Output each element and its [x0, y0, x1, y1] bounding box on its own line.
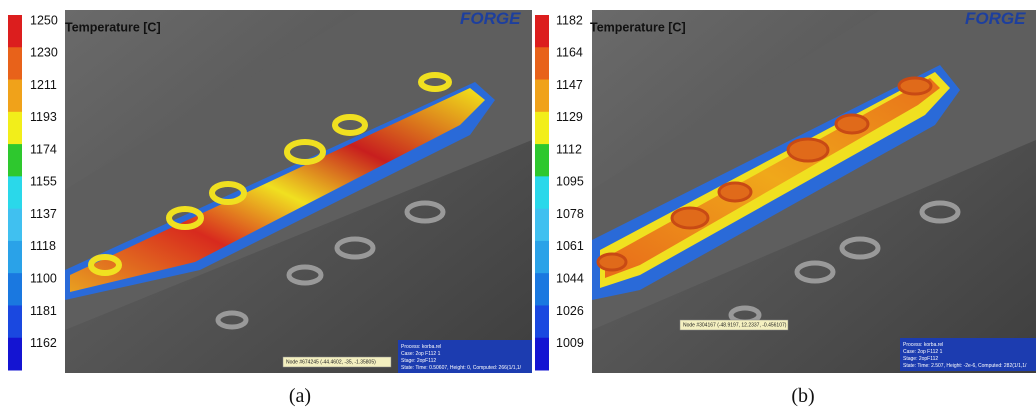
logo: FORGE — [460, 9, 521, 28]
colorbar-segment — [535, 338, 549, 371]
caption: (b) — [791, 385, 814, 407]
colorbar-segment — [8, 112, 22, 145]
logo: FORGE — [965, 9, 1026, 28]
panel-b — [592, 10, 1036, 373]
colorbar-segment — [535, 241, 549, 274]
colorbar-label: 1118 — [30, 239, 56, 253]
colorbar-label: 1095 — [556, 175, 584, 189]
colorbar-label: 1211 — [30, 78, 57, 92]
colorbar-segment — [535, 80, 549, 113]
info-line: Case: 2op F112 1 — [903, 349, 943, 355]
colorbar-label: 1137 — [30, 207, 57, 221]
colorbar-label: 1061 — [556, 239, 584, 253]
colorbar-label: 1155 — [30, 175, 57, 189]
colorbar-label: 1009 — [556, 336, 584, 350]
info-line: Process: korba.rel — [903, 342, 943, 348]
info-line: Stage: 2opF112 — [903, 356, 938, 362]
colorbar-segment — [535, 305, 549, 338]
figure: 1250 1230 1211 1193 1174 1155 1137 1118 1100 1181… — [0, 0, 1036, 408]
colorbar-segment — [8, 176, 22, 209]
colorbar-label: 1100 — [30, 271, 57, 285]
colorbar-segment — [535, 15, 549, 48]
colorbar-label: 1250 — [30, 13, 58, 27]
panel-a — [65, 10, 532, 373]
colorbar-segment — [535, 209, 549, 242]
colorbar-segment — [8, 144, 22, 177]
colorbar-label: 1193 — [30, 110, 57, 124]
colorbar-segment — [535, 144, 549, 177]
colorbar-segment — [535, 176, 549, 209]
colorbar-segment — [8, 209, 22, 242]
info-line: State: Time: 2.507, Height: -2e-6, Compu… — [903, 363, 1027, 369]
colorbar-segment — [8, 305, 22, 338]
colorbar-segment — [535, 273, 549, 306]
info-line: Process: korba.rel — [401, 344, 441, 350]
info-line: Case: 2op F112 1 — [401, 351, 441, 357]
colorbar-label: 1181 — [30, 304, 57, 318]
colorbar-segment — [8, 241, 22, 274]
colorbar-segment — [8, 273, 22, 306]
colorbar-label: 1164 — [556, 46, 583, 60]
legend-title: Temperature [C] — [590, 20, 686, 34]
colorbar-label: 1129 — [556, 110, 583, 124]
colorbar-label: 1174 — [30, 142, 57, 156]
colorbar-label: 1112 — [556, 142, 582, 156]
node-text: Node #674245 (-44.4602, -35, -1.35805) — [286, 359, 376, 365]
colorbar-segment — [535, 47, 549, 80]
colorbar-label: 1078 — [556, 207, 584, 221]
colorbar-label: 1182 — [556, 13, 583, 27]
colorbar-segment — [8, 338, 22, 371]
colorbar-segment — [8, 80, 22, 113]
node-text: Node #304167 (-48.9197, 12.2337, -0.4561… — [683, 322, 787, 328]
colorbar-label: 1147 — [556, 78, 583, 92]
colorbar-label: 1162 — [30, 336, 57, 350]
colorbar-label: 1230 — [30, 46, 58, 60]
colorbar-label: 1044 — [556, 271, 584, 285]
info-line: Stage: 2opF112 — [401, 358, 436, 364]
colorbar-segment — [535, 112, 549, 145]
colorbar-segment — [8, 15, 22, 48]
colorbar-label: 1026 — [556, 304, 584, 318]
legend-title: Temperature [C] — [65, 20, 161, 34]
caption: (a) — [289, 385, 311, 407]
info-line: State: Time: 0.50607, Height: 0, Compute… — [401, 365, 522, 371]
colorbar-segment — [8, 47, 22, 80]
